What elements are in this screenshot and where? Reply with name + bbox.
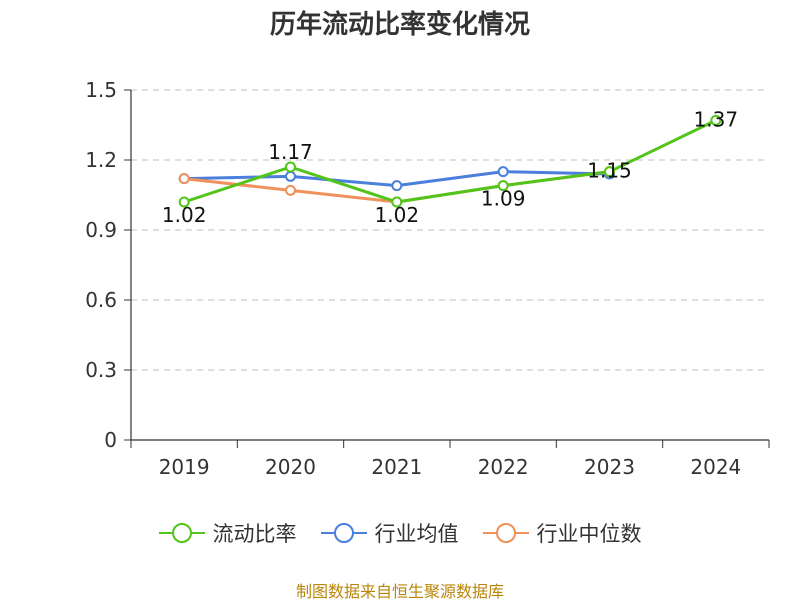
y-tick-label-3: 0.9 [85,218,117,242]
series-1-point-2022 [497,166,509,178]
series-line-0 [183,118,717,204]
series-0-point-2019 [178,196,190,208]
chart-title: 历年流动比率变化情况 [269,10,530,40]
x-tick-label-2024: 2024 [690,455,741,479]
data-label-2023: 1.15 [587,159,632,183]
legend-item-industry-mean[interactable]: 行业均值 [320,518,459,548]
series-0-point-2021 [391,196,403,208]
x-tick-label-2022: 2022 [478,455,529,479]
legend-label-current-ratio: 流动比率 [212,522,297,546]
x-tick-label-2020: 2020 [265,455,316,479]
series-0-point-2023 [604,166,615,178]
y-tick-label-0: 0 [104,428,117,452]
x-tick-label-2021: 2021 [371,455,422,479]
series-1-point-2021 [391,180,403,192]
legend-label-industry-median: 行业中位数 [536,522,642,546]
legend-label-industry-mean: 行业均值 [374,522,459,546]
series-0-point-2022 [497,180,509,192]
data-label-2019: 1.02 [162,203,207,227]
series-0-point-2020 [285,161,296,173]
data-label-2024: 1.37 [694,107,739,131]
series-0-point-2024 [710,114,722,126]
y-tick-label-5: 1.5 [85,78,117,102]
y-tick-label-1: 0.3 [85,358,117,382]
legend-swatch-industry-median [482,523,529,543]
legend-item-industry-median[interactable]: 行业中位数 [482,518,642,548]
data-source-note: 制图数据来自恒生聚源数据库 [295,582,504,601]
legend-item-current-ratio[interactable]: 流动比率 [158,518,297,548]
series-2-point-2020 [285,184,296,196]
legend-swatch-current-ratio [158,523,205,543]
series-1-point-2020 [285,170,296,182]
x-tick-label-2023: 2023 [584,455,635,479]
data-label-2020: 1.17 [268,140,313,164]
legend: 流动比率 行业均值 行业中位数 [0,518,800,548]
y-tick-label-2: 0.6 [85,288,117,312]
y-tick-label-4: 1.2 [85,148,117,172]
legend-swatch-industry-mean [320,523,367,543]
series-2-point-2019 [178,173,190,185]
data-label-2022: 1.09 [481,187,526,211]
x-tick-label-2019: 2019 [159,455,210,479]
data-label-2021: 1.02 [375,203,420,227]
